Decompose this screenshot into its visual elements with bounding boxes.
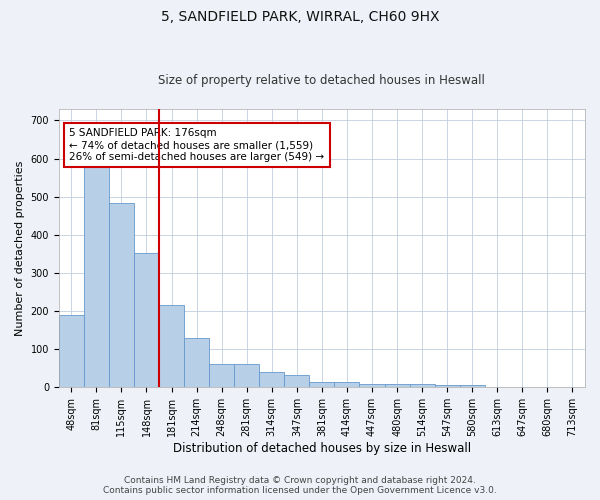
Bar [59, 315, 84, 388]
Text: 5 SANDFIELD PARK: 176sqm
← 74% of detached houses are smaller (1,559)
26% of sem: 5 SANDFIELD PARK: 176sqm ← 74% of detach… [70, 128, 325, 162]
Bar [159, 306, 184, 388]
Bar [109, 203, 134, 388]
Bar [259, 372, 284, 388]
Bar [209, 364, 234, 388]
Y-axis label: Number of detached properties: Number of detached properties [15, 160, 25, 336]
Bar [310, 382, 334, 388]
Bar [385, 384, 410, 388]
Bar [134, 253, 159, 388]
Title: Size of property relative to detached houses in Heswall: Size of property relative to detached ho… [158, 74, 485, 87]
Bar [234, 364, 259, 388]
Text: 5, SANDFIELD PARK, WIRRAL, CH60 9HX: 5, SANDFIELD PARK, WIRRAL, CH60 9HX [161, 10, 439, 24]
X-axis label: Distribution of detached houses by size in Heswall: Distribution of detached houses by size … [173, 442, 471, 455]
Bar [284, 375, 310, 388]
Text: Contains HM Land Registry data © Crown copyright and database right 2024.
Contai: Contains HM Land Registry data © Crown c… [103, 476, 497, 495]
Bar [460, 386, 485, 388]
Bar [84, 166, 109, 388]
Bar [359, 384, 385, 388]
Bar [410, 384, 434, 388]
Bar [334, 382, 359, 388]
Bar [434, 385, 460, 388]
Bar [184, 338, 209, 388]
